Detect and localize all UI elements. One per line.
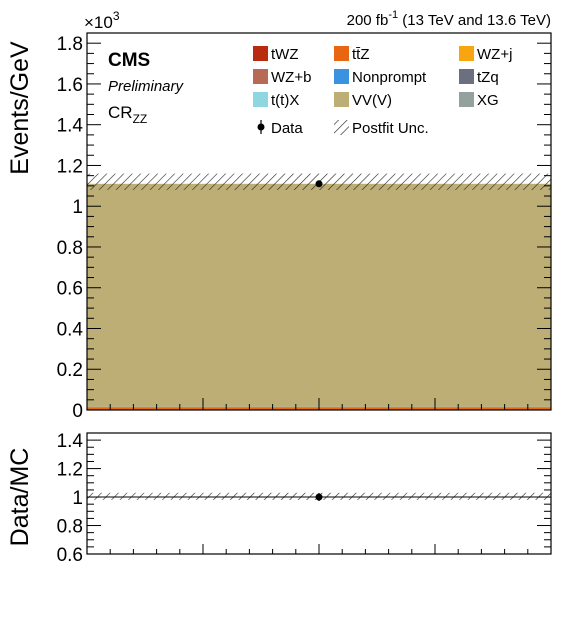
legend-unc-swatch	[334, 120, 349, 135]
ratio-axis-title: Data/MC	[6, 448, 34, 547]
y-tick-label: 1	[72, 197, 83, 218]
ratio-y-tick-label: 0.6	[57, 545, 83, 566]
legend-swatch	[334, 69, 349, 84]
legend-swatch	[334, 92, 349, 107]
y-tick-label: 0	[72, 401, 83, 422]
experiment-label: CMS	[108, 50, 150, 71]
legend-swatch	[253, 92, 268, 107]
y-tick-label: 1.4	[57, 116, 84, 137]
legend-label: tZq	[477, 69, 499, 86]
legend-swatch	[334, 46, 349, 61]
y-tick-label: 1.6	[57, 75, 83, 96]
ratio-y-tick-label: 1	[72, 488, 83, 509]
legend-label: WZ+b	[271, 69, 311, 86]
ratio-y-tick-label: 1.4	[57, 431, 84, 452]
legend-label: t(t)X	[271, 92, 299, 109]
legend: tWZ tt̄Z WZ+j WZ+b Nonprompt tZq t(t)X VV(V) XG D…	[253, 46, 512, 137]
legend-label: Nonprompt	[352, 69, 427, 86]
y-tick-label: 0.6	[57, 279, 83, 300]
status-label: Preliminary	[108, 78, 185, 95]
axis-scale-factor: ×103	[84, 9, 120, 32]
y-tick-label: 1.2	[57, 156, 83, 177]
y-axis-title: Events/GeV	[6, 41, 34, 175]
legend-swatch	[253, 46, 268, 61]
legend-label: XG	[477, 92, 499, 109]
legend-label: VV(V)	[352, 92, 392, 109]
y-tick-label: 0.2	[57, 360, 83, 381]
region-label: CRZZ	[108, 103, 147, 126]
main-panel: 0 0.2 0.4 0.6 0.8 1 1.2 1.4 1.6 1.8	[57, 32, 552, 422]
legend-data-label: Data	[271, 120, 303, 137]
y-tick-label: 1.8	[57, 34, 83, 55]
ratio-y-tick-label: 0.8	[57, 517, 83, 538]
ratio-panel: 0.6 0.8 1 1.2 1.4	[57, 431, 552, 566]
y-tick-label: 0.8	[57, 238, 83, 259]
legend-label: WZ+j	[477, 46, 512, 63]
legend-label: tt̄Z	[352, 46, 370, 63]
legend-label: tWZ	[271, 46, 299, 63]
ratio-y-tick-label: 1.2	[57, 460, 83, 481]
legend-swatch	[459, 69, 474, 84]
luminosity-label: 200 fb-1 (13 TeV and 13.6 TeV)	[347, 9, 551, 29]
legend-swatch	[459, 92, 474, 107]
data-point	[315, 180, 323, 188]
legend-unc-label: Postfit Unc.	[352, 120, 429, 137]
legend-swatch	[253, 69, 268, 84]
y-tick-label: 0.4	[57, 319, 84, 340]
stack-bar	[87, 183, 551, 407]
legend-swatch	[459, 46, 474, 61]
